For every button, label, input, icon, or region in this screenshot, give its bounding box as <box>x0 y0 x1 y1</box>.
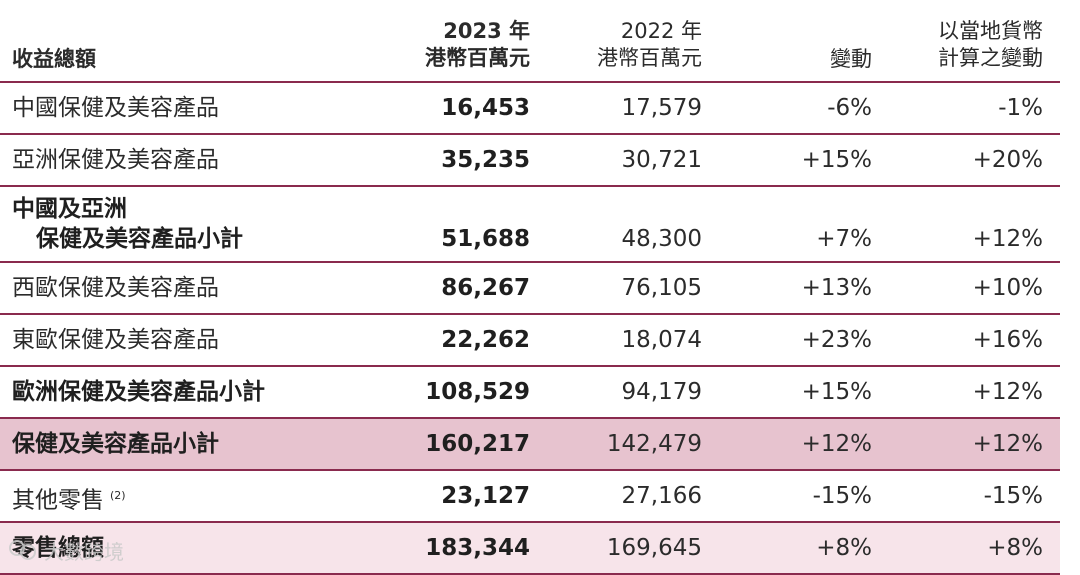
local-change-value: +8% <box>987 535 1043 561</box>
value-2022: 142,479 <box>606 431 702 457</box>
row-label: 亞洲保健及美容產品 <box>12 147 219 173</box>
value-2022: 30,721 <box>621 147 702 173</box>
value-2022: 18,074 <box>621 327 702 353</box>
table-row-highlight: 保健及美容產品小計 160,217 142,479 +12% +12% <box>0 419 1060 471</box>
local-change-value: +20% <box>972 147 1043 173</box>
local-change-value: -15% <box>983 483 1043 509</box>
value-2022: 169,645 <box>606 535 702 561</box>
change-value: +12% <box>801 431 872 457</box>
row-label-text: 其他零售 <box>12 487 104 514</box>
value-2022: 94,179 <box>621 379 702 405</box>
header-2022: 2022 年 港幣百萬元 <box>597 18 702 72</box>
change-value: -6% <box>827 95 872 121</box>
table-row-total: 零售總額 183,344 169,645 +8% +8% <box>0 523 1060 575</box>
row-label: 歐洲保健及美容產品小計 <box>12 379 265 405</box>
value-2023: 23,127 <box>441 483 530 509</box>
header-2022-unit: 港幣百萬元 <box>597 46 702 70</box>
change-value: +23% <box>801 327 872 353</box>
change-value: -15% <box>812 483 872 509</box>
value-2023: 35,235 <box>441 147 530 173</box>
change-value: +7% <box>816 226 872 252</box>
row-label-line1: 中國及亞洲 <box>12 196 127 222</box>
row-label: 東歐保健及美容產品 <box>12 327 219 353</box>
change-value: +15% <box>801 379 872 405</box>
value-2022: 48,300 <box>621 226 702 252</box>
row-label: 零售總額 <box>12 535 104 561</box>
header-local-line1: 以當地貨幣 <box>938 19 1043 43</box>
value-2022: 27,166 <box>621 483 702 509</box>
table-row: 東歐保健及美容產品 22,262 18,074 +23% +16% <box>0 315 1060 367</box>
change-value: +8% <box>816 535 872 561</box>
table-row: 西歐保健及美容產品 86,267 76,105 +13% +10% <box>0 263 1060 315</box>
row-label-line2: 保健及美容產品小計 <box>36 226 243 252</box>
local-change-value: +12% <box>972 226 1043 252</box>
value-2023: 160,217 <box>425 431 530 457</box>
table-header: 收益總額 2023 年 港幣百萬元 2022 年 港幣百萬元 變動 以當地貨幣 … <box>0 0 1060 83</box>
header-local-change: 以當地貨幣 計算之變動 <box>938 18 1043 72</box>
header-local-line2: 計算之變動 <box>938 46 1043 70</box>
local-change-value: +16% <box>972 327 1043 353</box>
change-value: +13% <box>801 275 872 301</box>
local-change-value: +12% <box>972 431 1043 457</box>
value-2023: 51,688 <box>441 226 530 252</box>
watermark: 大數跨境 <box>8 536 124 565</box>
change-value: +15% <box>801 147 872 173</box>
row-label: 中國保健及美容產品 <box>12 95 219 121</box>
row-label: 其他零售 (2) <box>12 482 126 515</box>
table-row-subtotal: 歐洲保健及美容產品小計 108,529 94,179 +15% +12% <box>0 367 1060 419</box>
value-2023: 22,262 <box>441 327 530 353</box>
row-label: 保健及美容產品小計 <box>12 431 219 457</box>
value-2022: 17,579 <box>621 95 702 121</box>
footnote-marker: (2) <box>110 489 126 502</box>
local-change-value: +10% <box>972 275 1043 301</box>
header-2023-unit: 港幣百萬元 <box>425 46 530 70</box>
value-2022: 76,105 <box>621 275 702 301</box>
header-2022-year: 2022 年 <box>620 19 702 43</box>
value-2023: 183,344 <box>425 535 530 561</box>
header-label: 收益總額 <box>12 47 96 71</box>
header-2023: 2023 年 港幣百萬元 <box>425 18 530 72</box>
table-row-subtotal: 中國及亞洲 保健及美容產品小計 51,688 48,300 +7% +12% <box>0 187 1060 263</box>
header-2023-year: 2023 年 <box>443 19 530 43</box>
value-2023: 108,529 <box>425 379 530 405</box>
value-2023: 16,453 <box>441 95 530 121</box>
local-change-value: +12% <box>972 379 1043 405</box>
watermark-text: 大數跨境 <box>44 540 124 564</box>
table-row: 亞洲保健及美容產品 35,235 30,721 +15% +20% <box>0 135 1060 187</box>
value-2023: 86,267 <box>441 275 530 301</box>
table-row: 其他零售 (2) 23,127 27,166 -15% -15% <box>0 471 1060 523</box>
watermark-logo-icon <box>9 539 36 560</box>
local-change-value: -1% <box>998 95 1043 121</box>
table-row: 中國保健及美容產品 16,453 17,579 -6% -1% <box>0 83 1060 135</box>
row-label: 西歐保健及美容產品 <box>12 275 219 301</box>
header-change: 變動 <box>830 47 872 71</box>
